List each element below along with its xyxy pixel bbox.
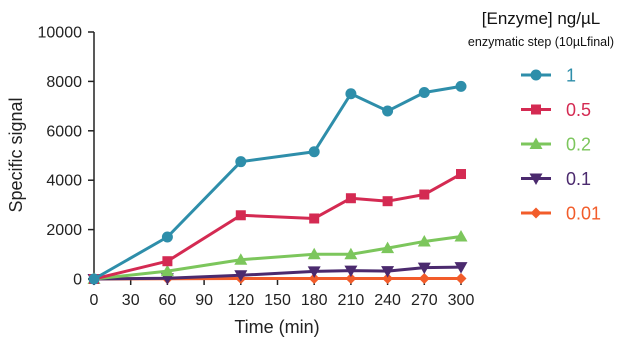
legend-label: 0.2 — [566, 135, 591, 155]
legend-marker — [531, 104, 541, 115]
data-point — [161, 231, 173, 243]
data-point — [235, 210, 246, 221]
x-tick-label: 210 — [338, 292, 365, 309]
data-point — [307, 266, 321, 278]
data-point — [307, 247, 321, 260]
series-line — [93, 84, 462, 281]
legend-label: 0.1 — [566, 169, 591, 189]
series-line — [93, 235, 462, 281]
x-tick-label: 0 — [90, 292, 99, 309]
data-point — [382, 105, 394, 117]
x-tick-label: 270 — [411, 292, 438, 309]
y-tick-label: 2000 — [46, 222, 82, 239]
series-line — [93, 265, 462, 281]
data-point — [381, 241, 395, 254]
data-point — [344, 247, 358, 260]
data-point — [381, 266, 395, 278]
legend-item: 0.5 — [521, 100, 591, 120]
legend: [Enzyme] ng/µL enzymatic step (10µLfinal… — [468, 9, 614, 224]
x-tick-label: 300 — [448, 292, 475, 309]
y-tick-label: 0 — [73, 272, 82, 289]
data-point — [160, 264, 174, 277]
x-tick-label: 60 — [159, 292, 177, 309]
legend-marker — [529, 173, 543, 185]
data-point — [419, 189, 430, 200]
data-point — [308, 146, 320, 158]
data-point — [455, 273, 467, 285]
data-point — [454, 262, 468, 274]
data-point — [418, 273, 430, 285]
y-axis-title: Specific signal — [6, 97, 26, 212]
legend-item: 1 — [521, 66, 576, 86]
data-point — [382, 196, 393, 207]
data-point — [417, 262, 431, 275]
data-point — [455, 80, 467, 92]
axes: 0 30 60 90 120 150 180 210 240 270 300 0 2000 4000 600… — [38, 25, 475, 310]
data-point — [235, 156, 247, 168]
legend-item: 0.1 — [521, 169, 591, 189]
series-layer — [87, 80, 468, 286]
data-point — [417, 234, 431, 247]
x-tick-label: 30 — [122, 292, 140, 309]
data-point — [160, 273, 174, 285]
data-point — [382, 273, 394, 285]
data-point — [456, 169, 466, 180]
data-point — [344, 265, 358, 278]
y-tick-label: 10000 — [38, 25, 83, 42]
x-tick-label: 120 — [227, 292, 254, 309]
legend-item: 0.2 — [521, 135, 591, 155]
legend-marker — [530, 69, 542, 81]
data-point — [309, 213, 320, 224]
data-point — [418, 87, 430, 99]
series-0.5 — [89, 169, 466, 284]
legend-marker — [530, 207, 542, 219]
data-point — [162, 256, 173, 267]
legend-item: 0.01 — [521, 204, 601, 224]
x-tick-label: 90 — [195, 292, 213, 309]
legend-items: 1 0.5 0.2 0.1 0.01 — [521, 66, 601, 224]
legend-subtitle: enzymatic step (10µLfinal) — [468, 35, 614, 49]
legend-label: 0.01 — [566, 204, 601, 224]
data-point — [234, 270, 248, 282]
series-line — [93, 172, 462, 281]
y-tick-label: 6000 — [46, 123, 82, 140]
data-point — [308, 273, 320, 285]
data-point — [345, 273, 357, 285]
data-point — [454, 230, 468, 242]
y-tick-label: 8000 — [46, 74, 82, 91]
legend-label: 0.5 — [566, 100, 591, 120]
legend-title: [Enzyme] ng/µL — [482, 9, 600, 28]
data-point — [234, 253, 248, 265]
series-0.2 — [87, 230, 468, 284]
y-tick-label: 4000 — [46, 173, 82, 190]
x-tick-label: 150 — [264, 292, 291, 309]
legend-marker — [529, 137, 543, 149]
data-point — [345, 193, 356, 204]
series-1 — [88, 80, 467, 285]
x-tick-label: 240 — [374, 292, 401, 309]
x-axis-title: Time (min) — [234, 317, 319, 337]
data-point — [345, 88, 357, 100]
x-tick-label: 180 — [301, 292, 328, 309]
data-point — [88, 273, 100, 285]
legend-label: 1 — [566, 66, 576, 86]
